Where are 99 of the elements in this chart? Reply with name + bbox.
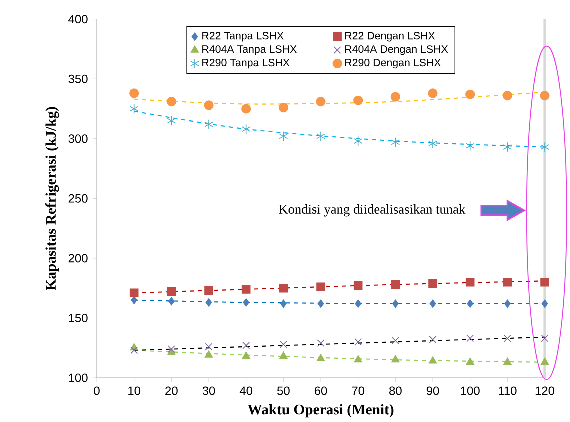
y-tick-label: 400 <box>68 15 88 24</box>
point <box>130 288 139 298</box>
point <box>204 286 214 296</box>
y-tick-label: 350 <box>68 74 88 84</box>
point <box>540 142 550 152</box>
point <box>540 91 550 101</box>
legend-label: R290 Dengan LSHX <box>346 58 442 69</box>
x-axis-title: Waktu Operasi (Menit) <box>248 404 394 418</box>
point <box>540 358 550 365</box>
point <box>428 279 438 288</box>
point <box>206 298 212 307</box>
point <box>278 102 288 113</box>
legend-label: R22 Tanpa LSHX <box>202 32 284 42</box>
x-tick-label: 30 <box>202 386 216 396</box>
annotation: Kondisi yang diidealisasikan tunak <box>278 204 466 217</box>
point <box>316 96 326 107</box>
x-tick-label: 70 <box>352 386 365 396</box>
point <box>355 300 362 308</box>
y-tick-label: 300 <box>68 134 88 144</box>
point <box>167 287 176 296</box>
point <box>428 88 438 98</box>
point <box>354 338 362 346</box>
point <box>429 336 437 344</box>
point <box>466 140 475 152</box>
y-tick-label: 200 <box>68 254 88 263</box>
point <box>391 137 400 148</box>
point <box>130 346 138 354</box>
x-tick-label: 0 <box>94 386 100 396</box>
x-tick-label: 10 <box>128 386 141 396</box>
x-tick-label: 120 <box>536 386 555 396</box>
point <box>354 355 362 363</box>
point <box>205 343 213 351</box>
point <box>466 90 476 100</box>
point <box>130 104 139 114</box>
point <box>428 356 438 364</box>
point <box>280 340 288 348</box>
point <box>168 297 175 306</box>
x-tick-label: 90 <box>426 386 440 396</box>
point <box>467 300 474 308</box>
point <box>392 355 400 363</box>
point <box>466 334 474 342</box>
legend-label: R22 Dengan LSHX <box>346 32 436 42</box>
point <box>391 280 400 290</box>
point <box>167 116 176 126</box>
point <box>466 358 474 365</box>
point <box>166 96 176 107</box>
point <box>354 136 363 146</box>
y-tick-label: 250 <box>68 194 88 203</box>
point <box>428 138 438 149</box>
point <box>204 100 214 110</box>
line-series <box>134 110 546 148</box>
point <box>542 300 548 308</box>
point <box>392 300 399 308</box>
point <box>392 337 400 345</box>
point <box>204 119 214 130</box>
point <box>503 142 512 152</box>
point <box>430 300 436 308</box>
y-tick-label: 100 <box>69 374 88 382</box>
x-tick-label: 110 <box>499 386 517 396</box>
x-tick-label: 40 <box>240 386 253 396</box>
point <box>242 124 251 134</box>
point <box>541 334 549 342</box>
legend-label: R404A Dengan LSHX <box>346 46 448 56</box>
point <box>242 104 252 114</box>
x-tick-label: 80 <box>390 386 402 396</box>
point <box>504 300 511 308</box>
point <box>130 88 140 98</box>
point <box>390 92 400 102</box>
legend-label: R404A Tanpa LSHX <box>202 46 297 56</box>
point <box>316 131 326 142</box>
point <box>279 284 288 293</box>
y-tick-label: 150 <box>69 314 88 322</box>
point <box>280 300 287 308</box>
x-tick-label: 60 <box>314 386 328 396</box>
point <box>242 352 250 359</box>
point <box>168 346 176 353</box>
point <box>317 340 325 347</box>
point <box>354 282 363 290</box>
x-tick-label: 50 <box>277 386 290 396</box>
point <box>316 354 326 362</box>
point <box>502 91 512 101</box>
point <box>318 300 324 308</box>
point <box>243 298 250 307</box>
point <box>280 352 288 359</box>
point <box>279 131 288 142</box>
point <box>354 96 364 106</box>
point <box>204 350 214 358</box>
point <box>504 334 512 342</box>
x-tick-label: 100 <box>461 386 480 396</box>
point <box>504 358 512 365</box>
point <box>503 278 512 287</box>
x-tick-label: 20 <box>166 386 178 396</box>
legend-label: R290 Tanpa LSHX <box>202 58 290 69</box>
y-axis-title: Kapasitas Refrigerasi (kJ/kg) <box>46 107 60 290</box>
point <box>242 342 250 350</box>
point <box>316 282 326 292</box>
point <box>466 278 475 287</box>
point <box>242 285 251 294</box>
point <box>540 278 550 287</box>
